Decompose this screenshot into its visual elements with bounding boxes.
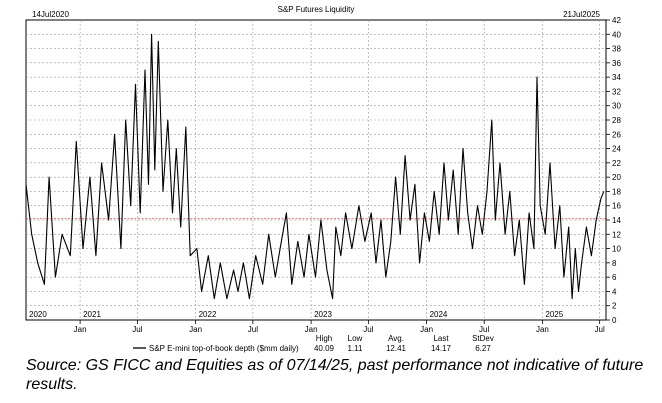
y-tick-label: 8: [612, 259, 617, 268]
x-month-label: Jan: [305, 325, 318, 334]
legend-stat-value: 14.17: [431, 344, 452, 353]
y-tick-label: 20: [612, 173, 621, 182]
y-tick-label: 10: [612, 245, 621, 254]
x-month-label: Jan: [536, 325, 549, 334]
x-month-label: Jan: [189, 325, 202, 334]
legend-stat-value: 12.41: [386, 344, 407, 353]
legend-stat-value: 6.27: [475, 344, 491, 353]
x-month-label: Jul: [248, 325, 258, 334]
y-tick-label: 32: [612, 87, 621, 96]
x-year-label: 2023: [314, 310, 332, 319]
y-tick-label: 30: [612, 102, 621, 111]
legend: S&P E-mini top-of-book depth ($mm daily)…: [133, 334, 494, 353]
y-tick-label: 12: [612, 230, 621, 239]
series-line: [25, 33, 605, 300]
legend-stat-label: Avg.: [388, 334, 404, 343]
y-tick-label: 34: [612, 73, 621, 82]
legend-stat-label: High: [316, 334, 332, 343]
x-month-label: Jan: [420, 325, 433, 334]
chart-title: S&P Futures Liquidity: [278, 5, 355, 14]
y-tick-label: 14: [612, 216, 621, 225]
y-tick-label: 16: [612, 202, 621, 211]
x-month-label: Jul: [363, 325, 373, 334]
end-date-label: 21Jul2025: [563, 10, 600, 19]
legend-stat-label: StDev: [472, 334, 494, 343]
x-year-label: 2022: [199, 310, 217, 319]
series-layer: [25, 33, 605, 300]
x-month-label: Jul: [479, 325, 489, 334]
y-tick-label: 26: [612, 130, 621, 139]
grid: [26, 20, 606, 320]
x-axis: Jan Jul Jan Jul Jan Jul Jan Jul Jan Jul 2020 2021 20…: [29, 310, 605, 334]
y-tick-label: 42: [612, 16, 621, 25]
y-tick-label: 0: [612, 316, 617, 325]
x-month-label: Jan: [74, 325, 87, 334]
x-year-label: 2020: [29, 310, 47, 319]
x-year-label: 2024: [430, 310, 448, 319]
chart-header: S&P Futures Liquidity 14Jul2020 21Jul202…: [32, 5, 601, 19]
source-caption: Source: GS FICC and Equities as of 07/14…: [26, 357, 644, 393]
y-tick-label: 38: [612, 45, 621, 54]
x-month-label: Jul: [132, 325, 142, 334]
y-tick-label: 24: [612, 145, 621, 154]
start-date-label: 14Jul2020: [32, 10, 69, 19]
legend-stat-value: 40.09: [314, 344, 335, 353]
legend-series-label: S&P E-mini top-of-book depth ($mm daily): [149, 344, 299, 353]
y-tick-label: 36: [612, 59, 621, 68]
x-year-label: 2025: [545, 310, 563, 319]
y-tick-label: 4: [612, 287, 617, 296]
x-month-label: Jul: [595, 325, 605, 334]
y-tick-label: 40: [612, 30, 621, 39]
y-tick-label: 28: [612, 116, 621, 125]
y-tick-label: 2: [612, 302, 617, 311]
y-tick-label: 22: [612, 159, 621, 168]
y-tick-label: 18: [612, 187, 621, 196]
legend-stat-label: Last: [433, 334, 449, 343]
legend-stat-label: Low: [348, 334, 363, 343]
x-year-label: 2021: [83, 310, 101, 319]
legend-stat-value: 1.11: [348, 344, 364, 353]
y-tick-label: 6: [612, 273, 617, 282]
chart: 024681012141618202224262830323436384042 …: [25, 5, 621, 353]
